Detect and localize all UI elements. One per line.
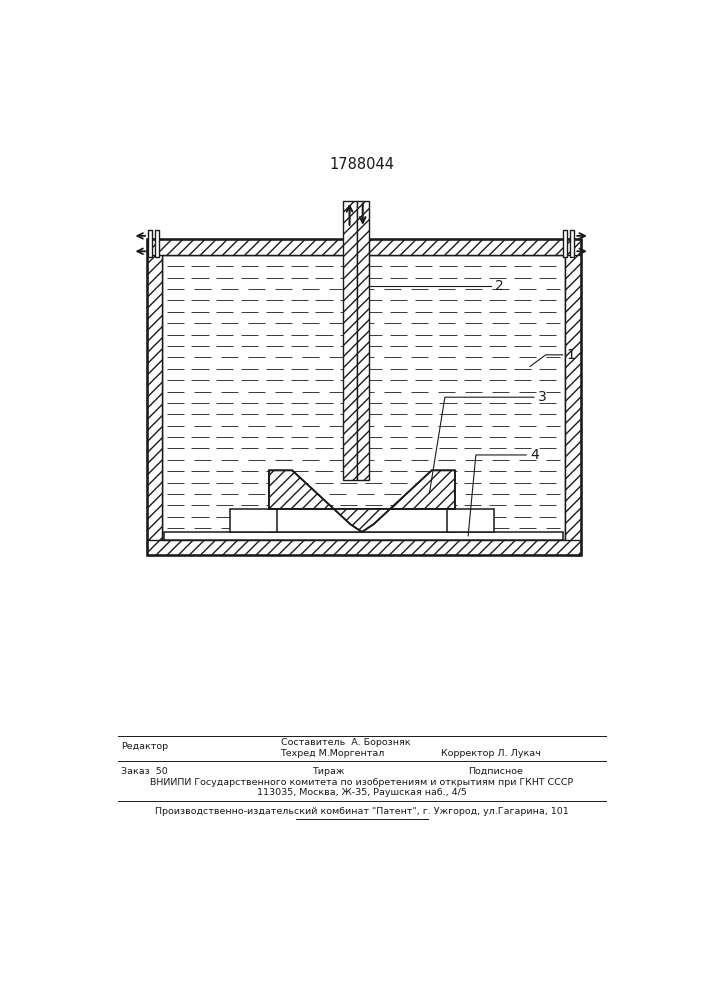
Bar — [163, 532, 563, 540]
Text: Производственно-издательский комбинат "Патент", г. Ужгород, ул.Гагарина, 101: Производственно-издательский комбинат "П… — [155, 807, 569, 816]
Bar — [155, 230, 159, 257]
Text: Заказ  50: Заказ 50 — [121, 767, 168, 776]
Polygon shape — [356, 201, 369, 480]
Text: 1: 1 — [566, 348, 575, 362]
Text: 4: 4 — [530, 448, 539, 462]
Polygon shape — [146, 239, 162, 555]
Polygon shape — [269, 470, 455, 532]
Text: Техред М.Моргентал: Техред М.Моргентал — [281, 749, 385, 758]
Bar — [269, 509, 455, 532]
Polygon shape — [565, 239, 580, 555]
Text: ВНИИПИ Государственного комитета по изобретениям и открытиям при ГКНТ СССР: ВНИИПИ Государственного комитета по изоб… — [151, 778, 573, 787]
Bar — [571, 230, 574, 257]
Polygon shape — [343, 201, 356, 480]
Polygon shape — [146, 540, 580, 555]
Polygon shape — [146, 239, 580, 255]
Text: 2: 2 — [495, 279, 504, 293]
Bar — [230, 509, 276, 532]
Text: Тираж: Тираж — [312, 767, 345, 776]
Text: Редактор: Редактор — [121, 742, 168, 751]
Bar — [563, 230, 567, 257]
Text: 1788044: 1788044 — [329, 157, 395, 172]
Bar — [162, 255, 565, 540]
Text: 3: 3 — [538, 390, 547, 404]
Text: Подписное: Подписное — [468, 767, 523, 776]
Bar — [146, 239, 580, 555]
Text: Составитель  А. Борозняк: Составитель А. Борозняк — [281, 738, 410, 747]
Bar — [448, 509, 493, 532]
Text: Корректор Л. Лукач: Корректор Л. Лукач — [441, 749, 541, 758]
Text: 113035, Москва, Ж-35, Раушская наб., 4/5: 113035, Москва, Ж-35, Раушская наб., 4/5 — [257, 788, 467, 797]
Bar — [162, 255, 565, 540]
Bar — [148, 230, 152, 257]
